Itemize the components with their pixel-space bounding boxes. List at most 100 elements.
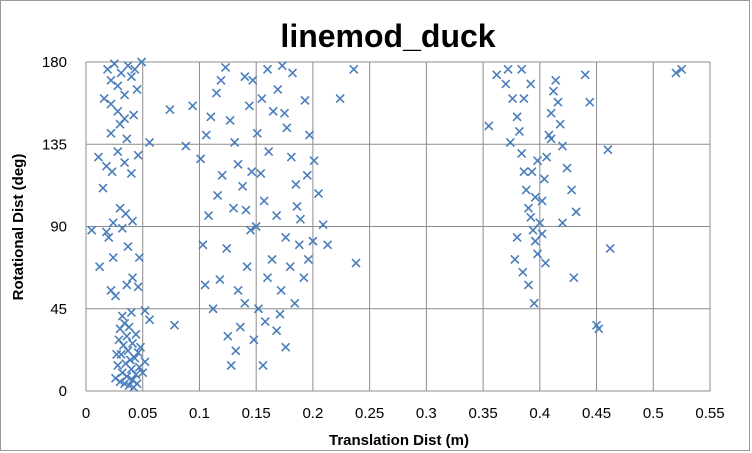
data-point — [526, 79, 536, 89]
data-point — [546, 108, 556, 118]
data-point — [503, 64, 513, 74]
data-point — [133, 282, 143, 292]
data-point — [272, 326, 282, 336]
data-point — [279, 108, 290, 118]
data-point — [230, 137, 240, 147]
data-point — [120, 90, 130, 100]
data-point — [133, 348, 143, 358]
data-point — [120, 114, 130, 124]
data-point — [215, 274, 225, 285]
data-point — [291, 179, 301, 190]
data-point — [510, 254, 520, 264]
data-point — [132, 379, 142, 389]
data-point — [114, 335, 124, 345]
y-tick-label: 180 — [42, 54, 67, 71]
data-point — [113, 360, 123, 370]
data-point — [318, 220, 328, 230]
data-point — [126, 168, 136, 179]
x-tick-labels: 0 0.05 0.1 0.15 0.2 0.25 0.3 0.35 0.4 0.45 0.5 0.55 — [82, 405, 725, 422]
data-point — [295, 214, 305, 224]
data-point — [231, 346, 241, 356]
x-tick-label: 0 — [82, 405, 90, 422]
data-point — [281, 232, 291, 243]
data-point — [140, 306, 150, 316]
data-point — [222, 243, 232, 253]
x-tick-label: 0.35 — [468, 405, 497, 422]
data-point — [505, 137, 515, 147]
data-point — [268, 106, 278, 116]
data-point — [127, 216, 138, 226]
data-point — [571, 207, 581, 217]
data-point — [303, 254, 313, 264]
data-point — [264, 146, 274, 157]
data-point — [262, 273, 273, 283]
data-point — [110, 373, 121, 383]
data-point — [259, 196, 269, 206]
data-point — [569, 273, 579, 283]
data-point — [95, 262, 105, 272]
data-point — [144, 137, 155, 147]
data-point — [217, 170, 227, 180]
data-point — [551, 75, 561, 85]
data-point — [542, 152, 552, 162]
data-point — [273, 84, 283, 94]
data-point — [201, 130, 211, 140]
x-tick-label: 0.15 — [242, 405, 271, 422]
y-tick-labels: 0 45 90 135 180 — [42, 54, 67, 400]
data-point — [580, 70, 590, 80]
data-point — [198, 240, 208, 250]
data-point — [555, 119, 565, 129]
data-point — [276, 285, 286, 296]
x-tick-label: 0.25 — [355, 405, 384, 422]
data-point — [523, 203, 534, 213]
y-tick-label: 90 — [50, 219, 67, 236]
data-point — [557, 141, 568, 151]
data-point — [226, 360, 236, 370]
data-point — [247, 167, 257, 177]
data-point — [528, 225, 538, 235]
data-point — [562, 163, 572, 173]
data-point — [251, 221, 261, 232]
data-point — [294, 240, 304, 250]
data-point — [242, 262, 252, 272]
data-point — [540, 258, 551, 268]
data-point — [123, 61, 133, 71]
data-point — [211, 88, 222, 98]
data-point — [129, 110, 139, 120]
data-point — [233, 159, 243, 169]
data-point — [241, 205, 251, 215]
data-point — [309, 156, 319, 166]
x-tick-label: 0.2 — [302, 405, 323, 422]
data-point — [314, 189, 324, 199]
data-point — [299, 273, 309, 283]
data-point — [253, 304, 264, 314]
data-point — [104, 232, 114, 243]
data-point — [530, 192, 540, 202]
data-point — [256, 168, 266, 179]
data-point — [132, 84, 142, 94]
data-point — [308, 236, 318, 246]
data-point — [213, 190, 223, 200]
data-point — [521, 185, 531, 195]
chart-title: linemod_duck — [280, 18, 495, 54]
data-point — [677, 64, 687, 74]
data-point — [109, 59, 119, 69]
x-tick-label: 0.5 — [643, 405, 664, 422]
data-point — [228, 203, 239, 213]
data-point — [532, 156, 543, 166]
data-point — [233, 285, 243, 296]
data-point — [492, 70, 502, 80]
data-point — [238, 181, 248, 191]
data-point — [117, 223, 127, 233]
data-point — [144, 315, 155, 325]
x-axis-label: Translation Dist (m) — [329, 432, 469, 449]
y-tick-label: 135 — [42, 136, 67, 153]
data-point — [523, 280, 534, 290]
y-axis-label: Rotational Dist (deg) — [10, 154, 27, 301]
data-point — [240, 298, 250, 308]
data-point — [272, 210, 282, 221]
data-point — [208, 304, 218, 314]
data-point — [181, 141, 191, 151]
data-point — [518, 267, 528, 277]
